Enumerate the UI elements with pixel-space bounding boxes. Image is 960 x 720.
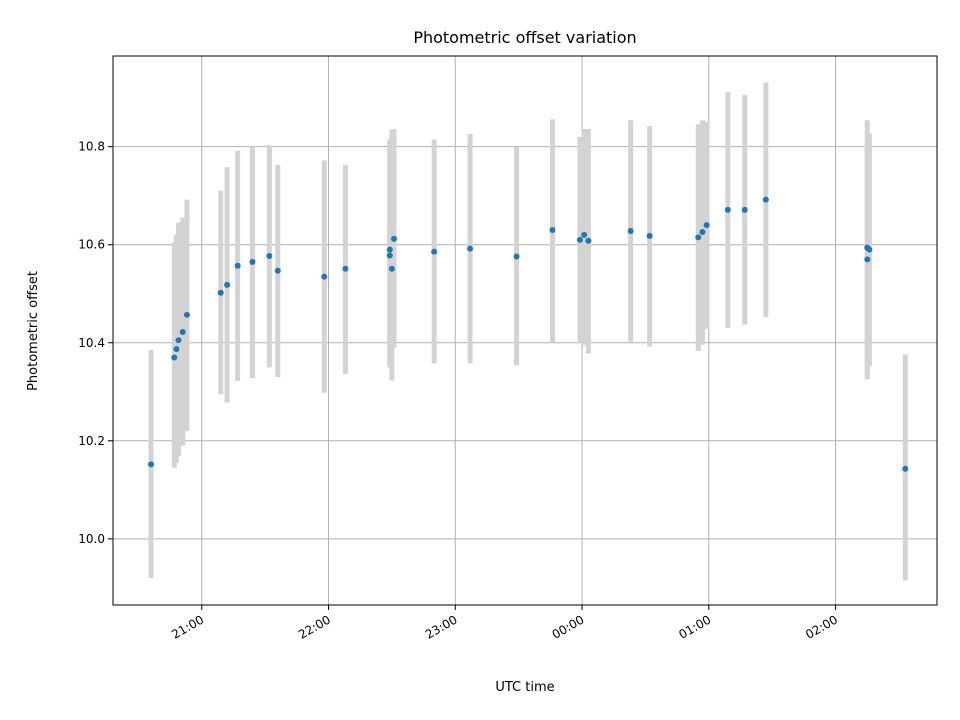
- data-point: [646, 232, 653, 239]
- data-point: [902, 465, 909, 472]
- x-axis-ticks: 21:00 22:00 23:00 00:00 01:00 02:00: [169, 605, 840, 642]
- data-point: [234, 262, 241, 269]
- data-point: [627, 227, 634, 234]
- data-point: [762, 196, 769, 203]
- x-tick-label: 21:00: [169, 612, 206, 641]
- data-point: [386, 252, 393, 259]
- data-point: [217, 289, 224, 296]
- x-tick-label: 22:00: [296, 612, 333, 641]
- data-point: [581, 231, 588, 238]
- data-point: [695, 234, 702, 241]
- y-tick-label: 10.6: [78, 238, 105, 252]
- y-tick-label: 10.2: [78, 434, 105, 448]
- data-point: [321, 273, 328, 280]
- data-point: [266, 252, 273, 259]
- data-point: [175, 337, 182, 344]
- x-tick-label: 23:00: [423, 612, 460, 641]
- y-tick-label: 10.4: [78, 336, 105, 350]
- data-point: [431, 248, 438, 255]
- data-point: [576, 236, 583, 243]
- data-point: [274, 267, 281, 274]
- data-point: [741, 206, 748, 213]
- x-tick-label: 02:00: [803, 612, 840, 641]
- data-point: [388, 265, 395, 272]
- data-point: [171, 354, 178, 361]
- data-point: [703, 222, 710, 229]
- x-axis-label: UTC time: [495, 680, 554, 695]
- data-point: [391, 235, 398, 242]
- x-tick-label: 00:00: [550, 612, 587, 641]
- data-points: [148, 196, 909, 472]
- y-tick-label: 10.0: [78, 532, 105, 546]
- y-axis-label: Photometric offset: [26, 271, 41, 391]
- data-point: [467, 245, 474, 252]
- data-point: [173, 346, 180, 353]
- plot-frame: [112, 55, 938, 606]
- data-point: [549, 227, 556, 234]
- data-point: [513, 253, 520, 260]
- data-point: [864, 256, 871, 263]
- data-point: [183, 311, 190, 318]
- data-point: [249, 258, 256, 265]
- y-tick-label: 10.8: [78, 140, 105, 154]
- data-point: [724, 206, 731, 213]
- data-point: [699, 228, 706, 235]
- x-tick-label: 01:00: [676, 612, 713, 641]
- data-point: [342, 265, 349, 272]
- data-point: [585, 237, 592, 244]
- data-point: [866, 246, 873, 253]
- error-bars: [148, 82, 908, 581]
- y-axis-ticks: 10.0 10.2 10.4 10.6 10.8: [78, 140, 113, 546]
- chart-title: Photometric offset variation: [413, 28, 636, 47]
- data-point: [179, 328, 186, 335]
- data-point: [224, 281, 231, 288]
- data-point: [148, 461, 155, 468]
- data-point: [386, 246, 393, 253]
